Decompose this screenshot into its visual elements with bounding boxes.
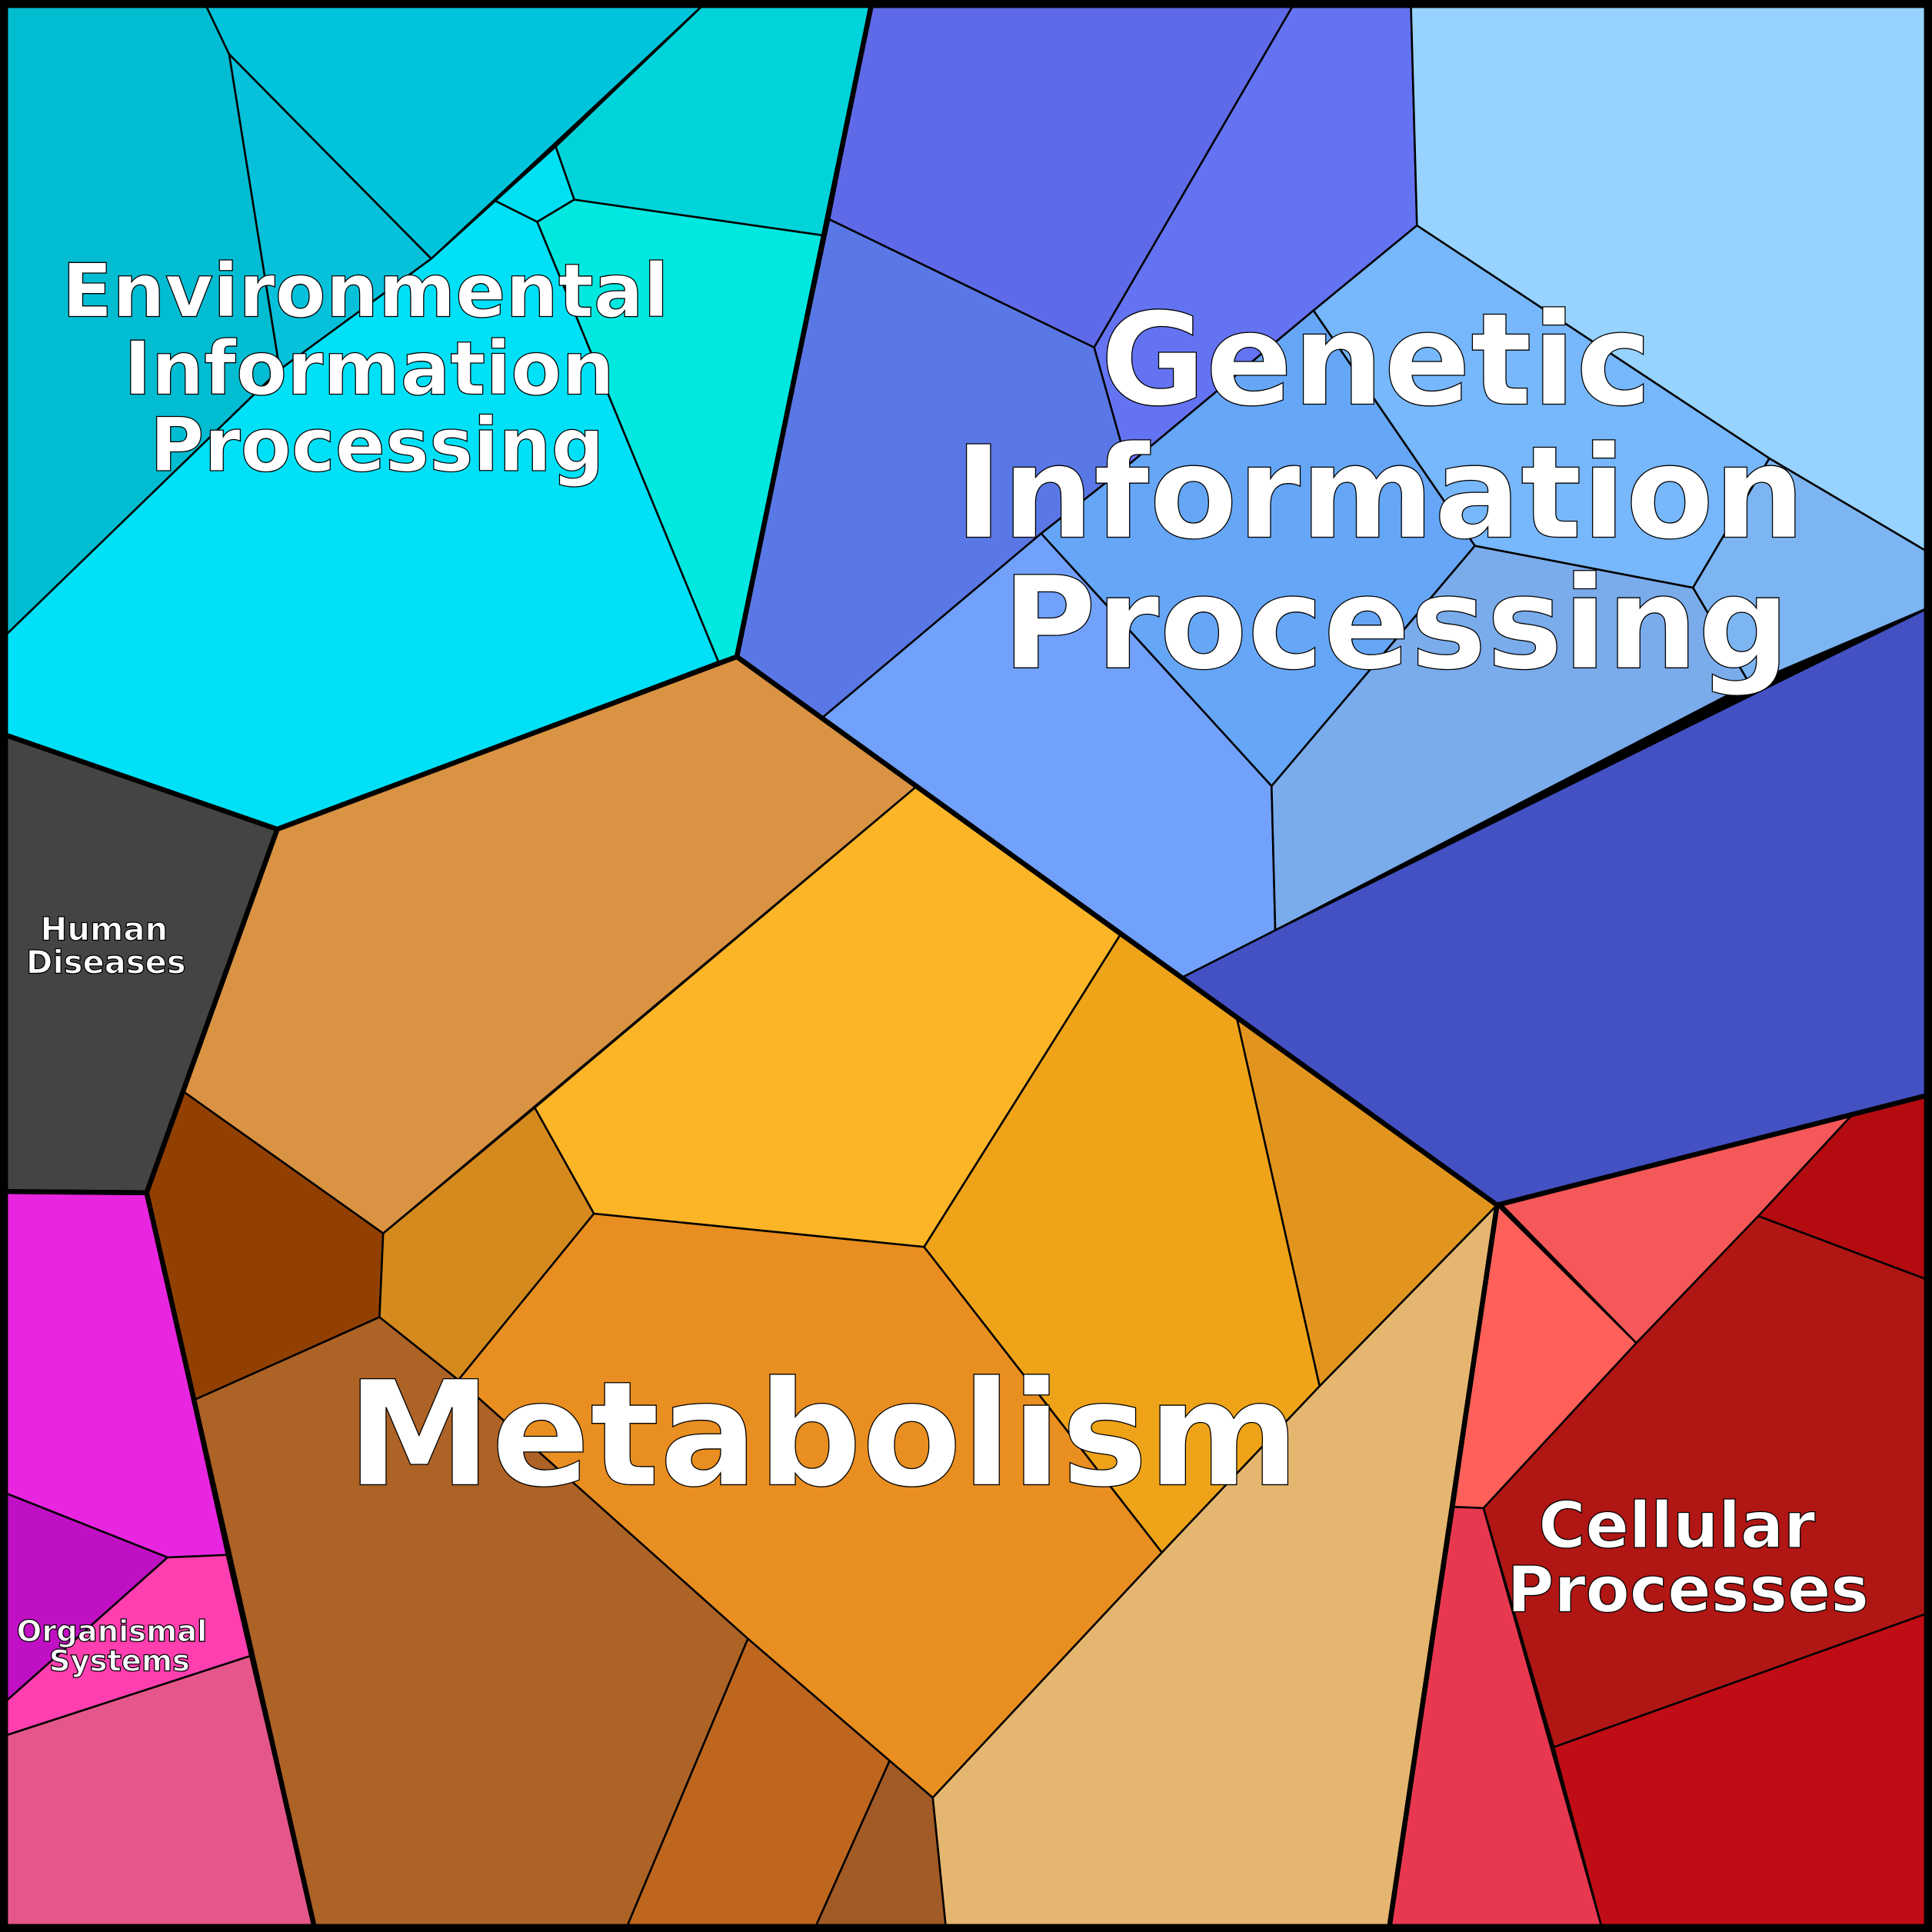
label-cellular: Cellular Processes bbox=[1507, 1488, 1869, 1627]
label-human-diseases: Human Diseases bbox=[26, 910, 186, 981]
genetic-cell-9 bbox=[1271, 545, 1751, 931]
organismal-cell-4 bbox=[0, 1654, 317, 1932]
label-metabolism: Metabolism bbox=[347, 1350, 1300, 1519]
label-organismal: Organismal Systems bbox=[17, 1614, 218, 1678]
metabolism-cell-10 bbox=[623, 1637, 891, 1932]
label-environmental: Environmental Information Processing bbox=[62, 248, 695, 488]
cellular-cell-6 bbox=[1552, 1611, 1932, 1932]
organismal-group-boundary bbox=[0, 1188, 318, 1932]
environmental-cell-7 bbox=[494, 145, 575, 223]
label-genetic: Genetic Information Processing bbox=[954, 285, 1850, 698]
cellular-cell-5 bbox=[1482, 1214, 1932, 1748]
metabolism-group-boundary bbox=[144, 654, 1500, 1932]
metabolism-cell-11 bbox=[812, 1760, 948, 1932]
